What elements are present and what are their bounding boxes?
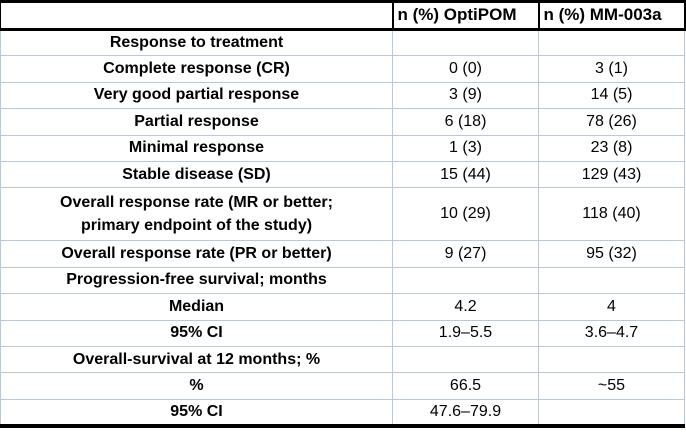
mm003a-value: 129 (43) — [538, 160, 685, 189]
row-label: Stable disease (SD) — [0, 160, 393, 189]
table-row-very-good-partial-response: Very good partial response 3 (9) 14 (5) — [0, 81, 685, 110]
mm003a-value — [538, 345, 685, 374]
header-optipom: n (%) OptiPOM — [391, 1, 539, 31]
optipom-value: 10 (29) — [392, 187, 539, 242]
optipom-value: 1.9–5.5 — [392, 319, 539, 347]
table-row-os-95-ci: 95% CI 47.6–79.9 — [0, 398, 685, 427]
table-row-os-percent: % 66.5 ~55 — [0, 372, 685, 400]
optipom-value: 15 (44) — [392, 160, 539, 189]
optipom-value — [392, 345, 539, 374]
row-label: Minimal response — [0, 134, 393, 162]
table-row-median: Median 4.2 4 — [0, 293, 685, 321]
table-row-overall-response-rate-mr: Overall response rate (MR or better; pri… — [0, 187, 685, 242]
optipom-value — [392, 28, 539, 57]
mm003a-value: 3 (1) — [538, 55, 685, 83]
table-row-overall-response-rate-pr: Overall response rate (PR or better) 9 (… — [0, 240, 685, 268]
table-row-response-to-treatment: Response to treatment — [0, 28, 685, 57]
row-label: Overall-survival at 12 months; % — [0, 345, 393, 374]
optipom-value: 4.2 — [392, 293, 539, 321]
mm003a-value: 78 (26) — [538, 108, 685, 136]
mm003a-value — [538, 398, 685, 427]
row-label: Median — [0, 293, 393, 321]
row-label: Very good partial response — [0, 81, 393, 110]
table-row-progression-free-survival: Progression-free survival; months — [0, 266, 685, 295]
row-label: Partial response — [0, 108, 393, 136]
row-label: 95% CI — [0, 398, 393, 427]
optipom-value: 47.6–79.9 — [392, 398, 539, 427]
table-row-pfs-95-ci: 95% CI 1.9–5.5 3.6–4.7 — [0, 319, 685, 347]
mm003a-value: 4 — [538, 293, 685, 321]
row-label: 95% CI — [0, 319, 393, 347]
mm003a-value: 23 (8) — [538, 134, 685, 162]
table-row-overall-survival-12-months: Overall-survival at 12 months; % — [0, 345, 685, 374]
header-row: n (%) OptiPOM n (%) MM-003a — [0, 1, 686, 31]
row-label: Overall response rate (PR or better) — [0, 240, 393, 268]
table-row-complete-response: Complete response (CR) 0 (0) 3 (1) — [0, 55, 685, 83]
optipom-value: 0 (0) — [392, 55, 539, 83]
optipom-value: 6 (18) — [392, 108, 539, 136]
table-row-stable-disease: Stable disease (SD) 15 (44) 129 (43) — [0, 160, 685, 189]
row-label: Progression-free survival; months — [0, 266, 393, 295]
optipom-value — [392, 266, 539, 295]
row-label: Complete response (CR) — [0, 55, 393, 83]
mm003a-value: 3.6–4.7 — [538, 319, 685, 347]
mm003a-value — [538, 28, 685, 57]
mm003a-value: 14 (5) — [538, 81, 685, 110]
row-label: Overall response rate (MR or better; pri… — [0, 187, 393, 242]
optipom-value: 66.5 — [392, 372, 539, 400]
optipom-value: 9 (27) — [392, 240, 539, 268]
optipom-value: 3 (9) — [392, 81, 539, 110]
mm003a-value — [538, 266, 685, 295]
table-header: n (%) OptiPOM n (%) MM-003a — [0, 1, 686, 31]
table-row-minimal-response: Minimal response 1 (3) 23 (8) — [0, 134, 685, 162]
table-row-partial-response: Partial response 6 (18) 78 (26) — [0, 108, 685, 136]
row-label: Response to treatment — [0, 28, 393, 57]
optipom-value: 1 (3) — [392, 134, 539, 162]
row-label-line-1: Overall response rate (MR or better; — [60, 194, 333, 212]
mm003a-value: 118 (40) — [538, 187, 685, 242]
row-label: % — [0, 372, 393, 400]
mm003a-value: ~55 — [538, 372, 685, 400]
table-body: Response to treatment Complete response … — [0, 28, 685, 427]
header-empty-cell — [0, 1, 393, 31]
mm003a-value: 95 (32) — [538, 240, 685, 268]
header-mm003a: n (%) MM-003a — [537, 1, 686, 31]
row-label-line-2: primary endpoint of the study) — [80, 217, 313, 235]
